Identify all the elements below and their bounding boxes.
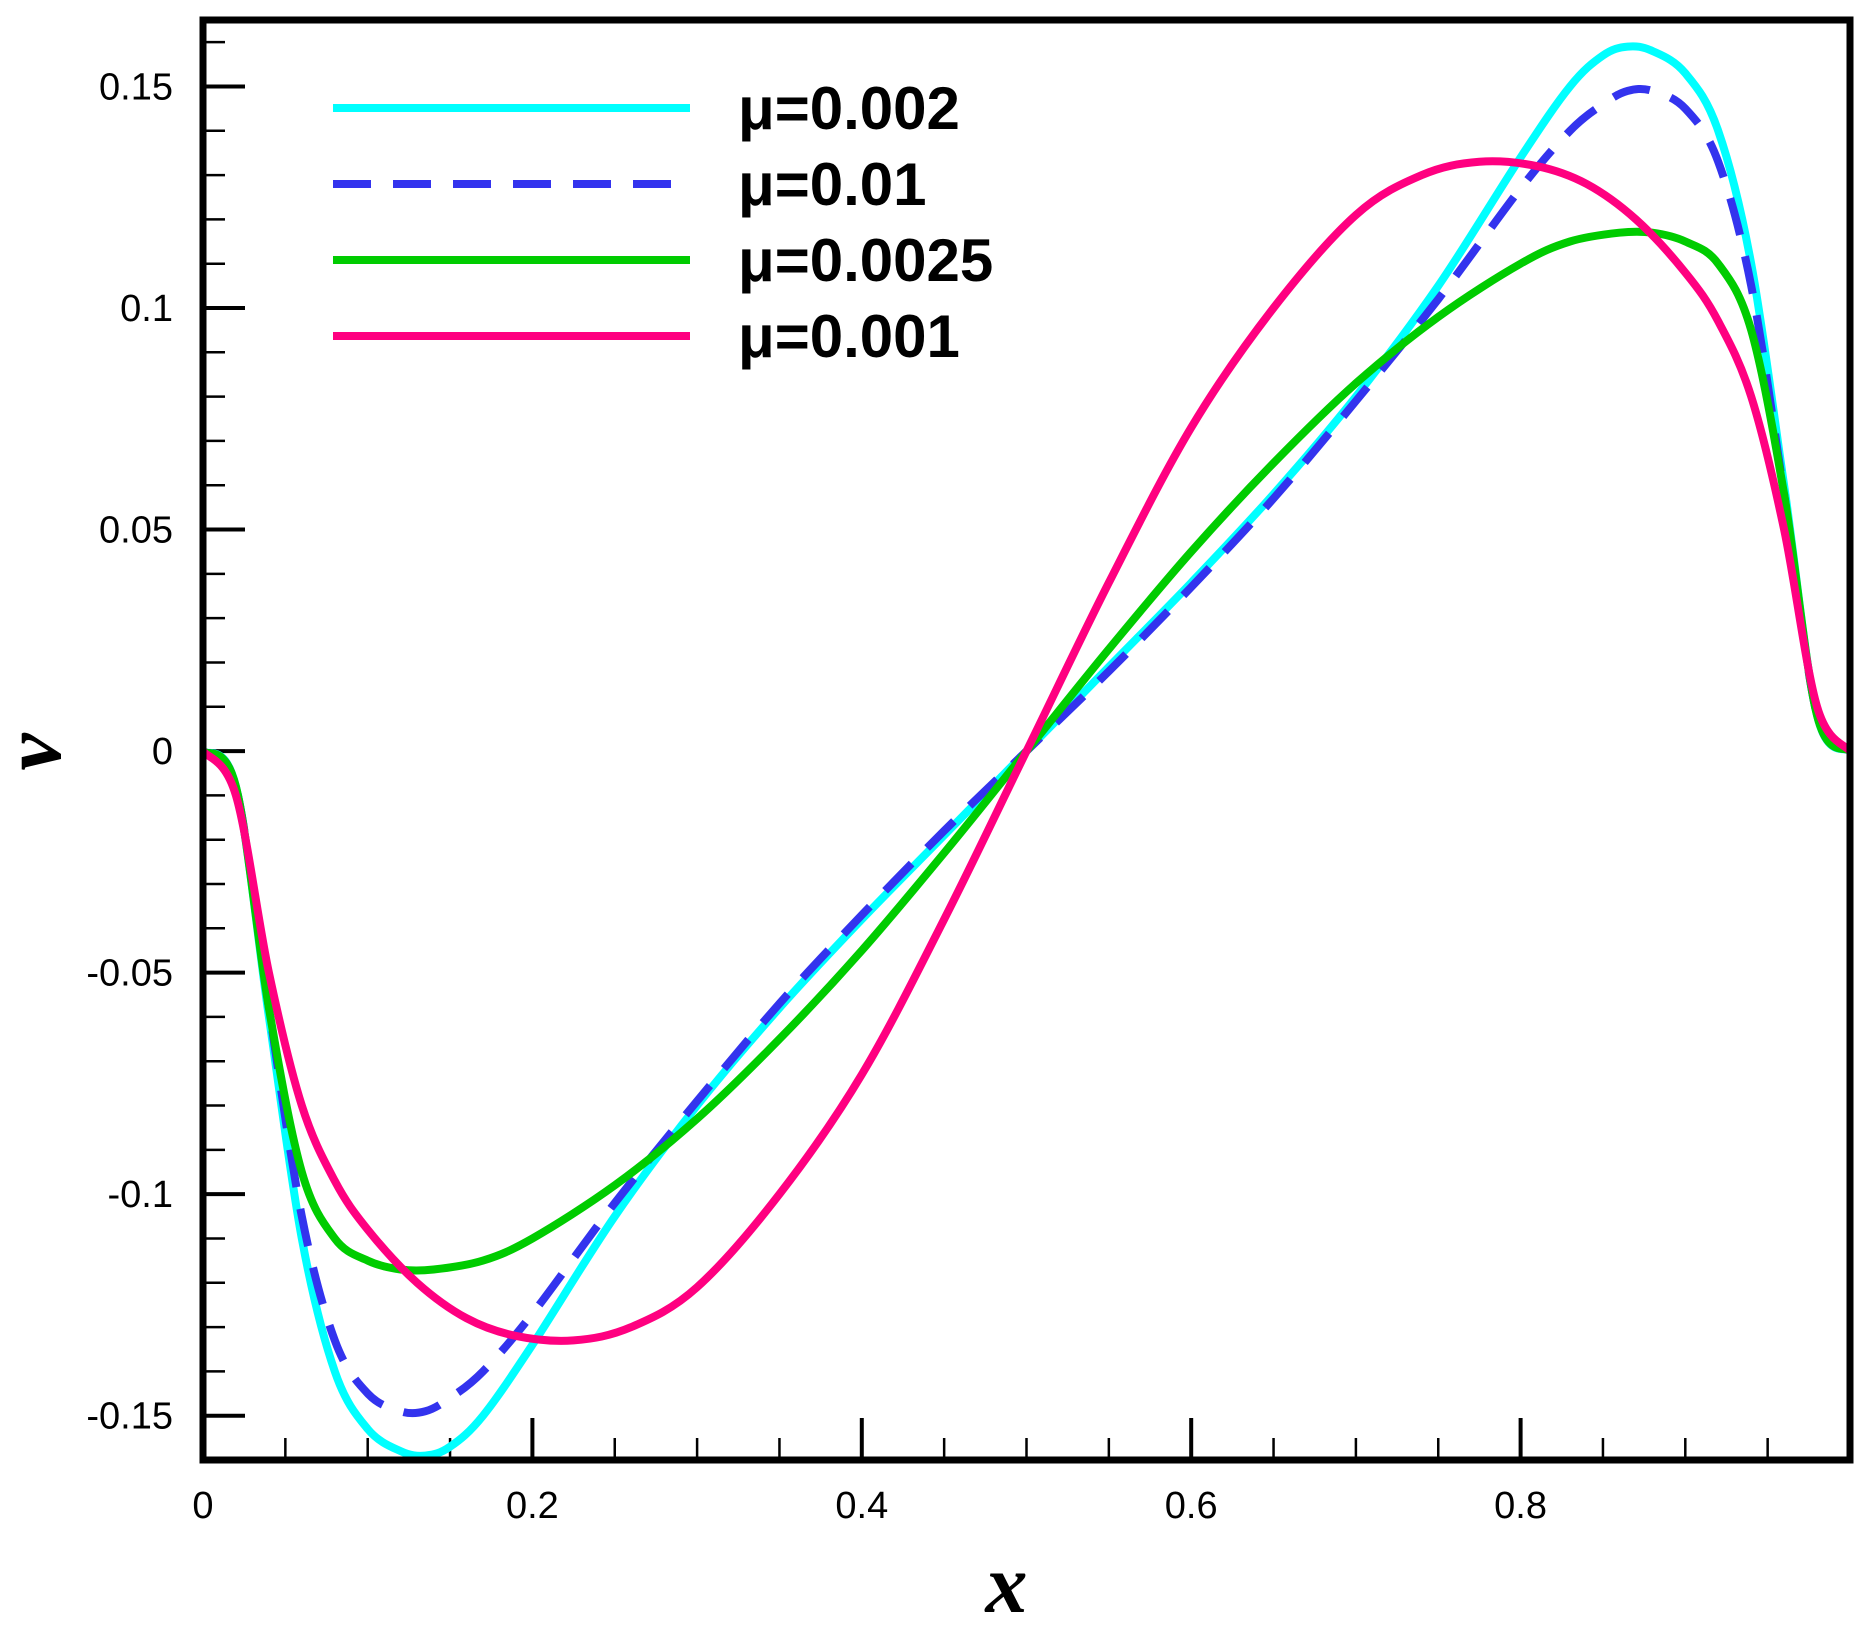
y-tick-label: 0.05 [99,510,173,552]
y-tick-label: 0.1 [120,288,173,330]
x-tick-label: 0.2 [506,1485,559,1527]
x-tick-label: 0.8 [1494,1485,1547,1527]
minor-ticks [203,40,1769,1462]
y-tick-labels: -0.15 -0.1 -0.05 0 0.05 0.1 0.15 [86,66,173,1437]
y-tick-label: -0.15 [86,1396,173,1438]
y-tick-label: -0.1 [108,1174,173,1216]
legend-label: μ=0.01 [738,151,927,218]
y-tick-label: -0.05 [86,953,173,995]
x-tick-label: 0.4 [835,1485,888,1527]
legend: μ=0.002 μ=0.01 μ=0.0025 μ=0.001 [333,75,993,370]
legend-label: μ=0.002 [738,75,960,142]
series-layer [199,42,1854,1460]
x-tick-labels: 0 0.2 0.4 0.6 0.8 [192,1485,1547,1527]
legend-label: μ=0.001 [738,303,960,370]
y-tick-label: 0 [152,731,173,773]
x-tick-label: 0.6 [1165,1485,1218,1527]
y-tick-label: 0.15 [99,66,173,108]
x-tick-label: 0 [192,1485,213,1527]
x-axis-title: x [984,1538,1028,1631]
y-axis-title: v [0,732,79,771]
plot-frame [199,16,1854,1464]
legend-label: μ=0.0025 [738,227,993,294]
series-line-4 [199,157,1854,1345]
